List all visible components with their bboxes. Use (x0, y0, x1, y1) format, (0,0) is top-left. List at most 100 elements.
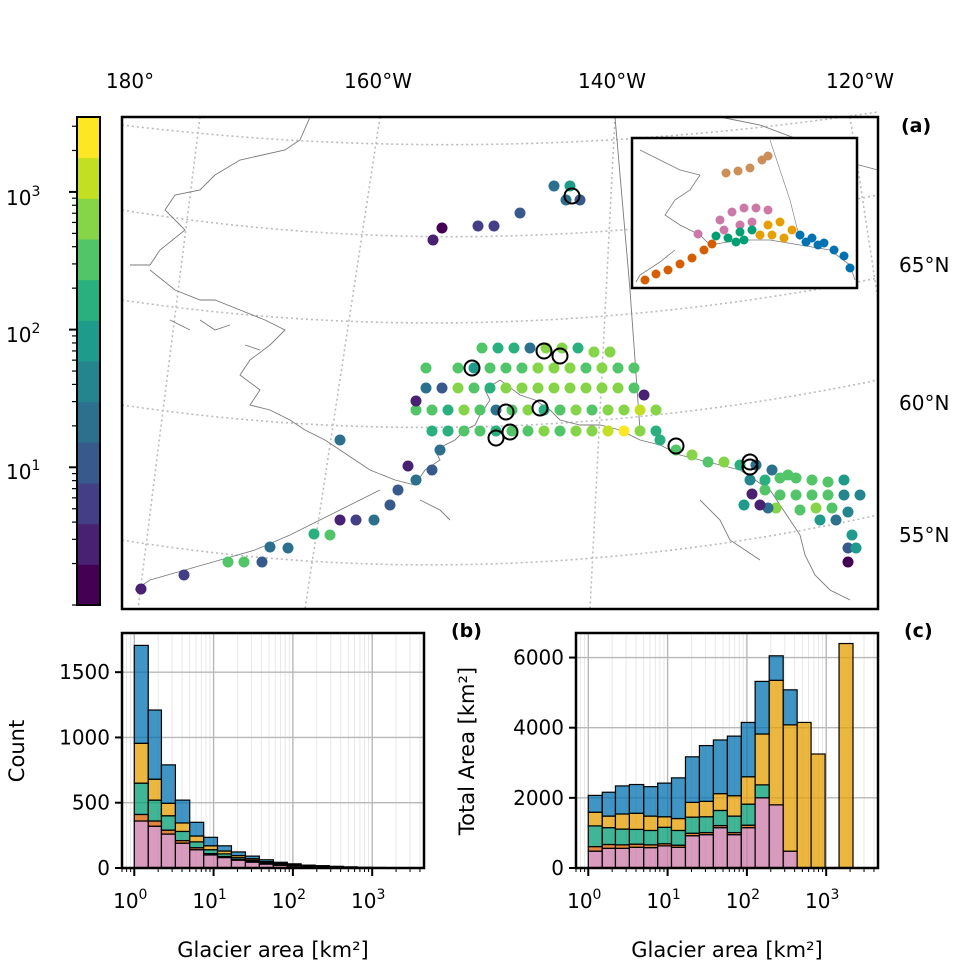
map-point (452, 362, 464, 374)
colorbar: 103 102 101 (6, 116, 101, 606)
map-point (538, 425, 550, 437)
map-point (500, 382, 512, 394)
map-point (570, 425, 582, 437)
bar-segment (740, 803, 756, 826)
map-point (634, 425, 646, 437)
bar-segment (698, 834, 714, 869)
y-tick-label: 1000 (59, 725, 110, 749)
map-point (766, 464, 778, 476)
inset-point (675, 259, 685, 269)
map-point (334, 434, 346, 446)
inset-point (845, 263, 855, 273)
colorbar-bin (77, 442, 100, 484)
bar-segment (670, 829, 687, 846)
inset-point (735, 227, 745, 237)
x-tick-label: 100 (567, 887, 601, 913)
map-point (654, 434, 666, 446)
inset-map (630, 136, 859, 290)
bar-segment (643, 815, 659, 832)
largest-glacier-marker (741, 453, 759, 471)
map-point (822, 476, 834, 488)
map-point (334, 514, 346, 526)
bar-segment (657, 782, 673, 818)
bar-segment (174, 842, 191, 869)
map-point (324, 529, 336, 541)
map-point (744, 474, 756, 486)
colorbar-bin (77, 117, 100, 159)
map-point (282, 542, 294, 554)
map-point (604, 346, 616, 358)
largest-glacier-marker (535, 342, 553, 360)
inset-point (739, 203, 749, 213)
largest-glacier-marker (463, 359, 481, 377)
bar-segment (810, 753, 826, 869)
colorbar-bin (77, 239, 100, 281)
bar-segment (133, 820, 149, 869)
inset-point (813, 240, 823, 250)
bar-segment (782, 850, 798, 869)
bar-segment (643, 829, 659, 846)
inset-point (731, 237, 741, 247)
panel-label-c: (c) (904, 620, 933, 642)
bar-segment (684, 835, 701, 869)
bar-segment (670, 817, 687, 832)
bar-segment (614, 847, 631, 869)
map-point (650, 425, 662, 437)
colorbar-bins (77, 117, 100, 606)
coastline (130, 116, 879, 601)
y-tick-label: 0 (97, 856, 110, 880)
map-point (810, 502, 822, 514)
bar-segment (587, 825, 603, 848)
bar-segment (698, 744, 714, 802)
x-tick-label: 102 (726, 887, 760, 913)
bar-segment (244, 855, 260, 860)
panel-label-a: (a) (901, 115, 931, 137)
inset-point (763, 205, 773, 215)
lat-label-65n: 65°N (899, 253, 949, 277)
map-point (602, 425, 614, 437)
x-tick-label: 100 (113, 887, 147, 913)
map-point (572, 342, 584, 354)
inset-point (711, 231, 721, 241)
bar-segment (147, 820, 163, 827)
panel-b-bars (133, 644, 414, 869)
bar-segment (768, 655, 784, 681)
map-point (564, 362, 576, 374)
panel-label-b: (b) (451, 620, 482, 642)
bar-segment (189, 841, 205, 849)
map-point (822, 489, 834, 501)
map-point (500, 362, 512, 374)
map-point (612, 382, 624, 394)
x-tick-label: 101 (646, 887, 680, 913)
map-point (427, 234, 439, 246)
inset-point (763, 220, 773, 230)
inset-point (721, 168, 731, 178)
map-point (806, 489, 818, 501)
bar-segment (740, 721, 756, 778)
inset-point (651, 269, 661, 279)
map-point (238, 556, 250, 568)
bar-segment (712, 793, 728, 812)
bar-segment (258, 859, 274, 863)
bar-segment (726, 815, 742, 834)
inset-point (745, 163, 755, 173)
bar-segment (712, 809, 728, 827)
panel-b-xlabel: Glacier area [km²] (177, 938, 369, 962)
bar-segment (133, 644, 149, 744)
inset-point (839, 251, 849, 261)
map-point (738, 499, 750, 511)
panel-b-axes: 0 500 1000 1500 100 101 102 103 (59, 660, 421, 913)
bar-segment (587, 846, 603, 852)
map-point (458, 425, 470, 437)
map-point (516, 382, 528, 394)
bar-segment (614, 813, 631, 830)
largest-glacier-marker (563, 187, 581, 205)
bar-segment (684, 816, 701, 834)
inset-point (829, 245, 839, 255)
map-point (468, 362, 480, 374)
map-point (468, 382, 480, 394)
map-point (384, 499, 396, 511)
map-point (474, 425, 486, 437)
map-point (638, 389, 650, 401)
map-point (492, 342, 504, 354)
